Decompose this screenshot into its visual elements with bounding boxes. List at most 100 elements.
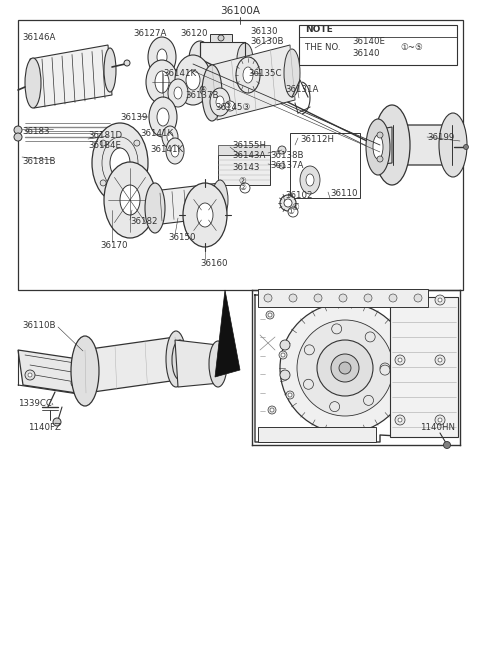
- Ellipse shape: [197, 203, 213, 227]
- Ellipse shape: [110, 148, 130, 178]
- Circle shape: [270, 408, 274, 412]
- Text: 36150: 36150: [168, 233, 195, 242]
- Text: 36170: 36170: [100, 240, 128, 250]
- Ellipse shape: [157, 49, 167, 65]
- Circle shape: [464, 145, 468, 149]
- Polygon shape: [218, 155, 270, 185]
- Text: 36130: 36130: [250, 26, 277, 35]
- Text: 36138B: 36138B: [270, 151, 303, 160]
- Circle shape: [268, 313, 272, 317]
- Text: 36145③: 36145③: [215, 103, 250, 113]
- Text: THE NO.: THE NO.: [305, 43, 340, 52]
- Ellipse shape: [210, 88, 230, 116]
- Circle shape: [364, 294, 372, 302]
- Text: 36110: 36110: [330, 189, 358, 198]
- Polygon shape: [83, 337, 178, 393]
- Polygon shape: [30, 45, 112, 108]
- Circle shape: [266, 311, 274, 319]
- Circle shape: [280, 370, 290, 380]
- Circle shape: [218, 35, 224, 41]
- Text: 1140FZ: 1140FZ: [28, 422, 61, 432]
- Ellipse shape: [183, 183, 227, 247]
- Circle shape: [280, 303, 410, 433]
- Circle shape: [14, 126, 22, 134]
- Ellipse shape: [168, 79, 188, 107]
- Ellipse shape: [212, 180, 228, 220]
- Circle shape: [284, 199, 292, 207]
- Circle shape: [288, 393, 292, 397]
- Text: 36160: 36160: [200, 259, 228, 267]
- Ellipse shape: [284, 49, 300, 97]
- Text: 1140HN: 1140HN: [420, 424, 455, 432]
- Circle shape: [264, 294, 272, 302]
- Text: 36141K: 36141K: [150, 145, 183, 153]
- Text: 36135C: 36135C: [248, 69, 281, 79]
- Circle shape: [297, 320, 393, 416]
- Text: 36181D: 36181D: [88, 130, 122, 140]
- Text: ②: ②: [240, 183, 246, 193]
- Circle shape: [330, 402, 340, 411]
- Text: 36131A: 36131A: [285, 84, 318, 94]
- Text: ①: ①: [288, 208, 294, 217]
- Circle shape: [278, 146, 286, 154]
- Text: 36140: 36140: [352, 48, 380, 58]
- Text: 36127A: 36127A: [133, 29, 167, 37]
- Ellipse shape: [157, 108, 169, 126]
- Text: 36137B: 36137B: [185, 92, 218, 100]
- Text: 36143: 36143: [232, 162, 260, 172]
- Text: 36146A: 36146A: [22, 33, 55, 41]
- Polygon shape: [218, 145, 270, 155]
- Circle shape: [100, 180, 106, 186]
- Bar: [200, 42, 245, 75]
- Circle shape: [71, 379, 79, 387]
- Text: ①~⑤: ①~⑤: [400, 43, 423, 52]
- Circle shape: [288, 207, 298, 217]
- Bar: [258, 289, 428, 307]
- Text: 36155H: 36155H: [232, 141, 266, 149]
- Circle shape: [395, 295, 405, 305]
- Ellipse shape: [175, 55, 211, 105]
- Circle shape: [317, 340, 373, 396]
- Ellipse shape: [120, 185, 140, 215]
- Polygon shape: [215, 290, 240, 377]
- Ellipse shape: [236, 57, 260, 93]
- Polygon shape: [375, 127, 392, 165]
- Text: 36181B: 36181B: [22, 157, 56, 166]
- Circle shape: [398, 298, 402, 302]
- Circle shape: [200, 85, 210, 95]
- Ellipse shape: [243, 67, 253, 83]
- Circle shape: [289, 294, 297, 302]
- Circle shape: [380, 365, 390, 375]
- Circle shape: [438, 418, 442, 422]
- Ellipse shape: [149, 97, 177, 137]
- Circle shape: [108, 133, 116, 141]
- Circle shape: [398, 418, 402, 422]
- Circle shape: [435, 355, 445, 365]
- Ellipse shape: [186, 70, 200, 90]
- Circle shape: [268, 406, 276, 414]
- Circle shape: [414, 294, 422, 302]
- Circle shape: [304, 345, 314, 355]
- Circle shape: [365, 332, 375, 342]
- Circle shape: [28, 373, 32, 377]
- Text: ①: ①: [291, 204, 299, 212]
- Bar: [390, 297, 458, 437]
- Polygon shape: [390, 125, 455, 165]
- Polygon shape: [212, 45, 295, 120]
- Circle shape: [286, 391, 294, 399]
- Ellipse shape: [104, 162, 156, 238]
- Circle shape: [279, 163, 285, 169]
- Ellipse shape: [148, 37, 176, 77]
- Circle shape: [53, 418, 61, 426]
- Text: 36139: 36139: [120, 113, 147, 122]
- Ellipse shape: [202, 65, 222, 121]
- Text: 36182: 36182: [130, 217, 157, 225]
- Polygon shape: [18, 350, 90, 395]
- Ellipse shape: [145, 183, 165, 233]
- Ellipse shape: [166, 138, 184, 164]
- Circle shape: [389, 294, 397, 302]
- Ellipse shape: [172, 340, 188, 380]
- Ellipse shape: [189, 41, 211, 77]
- Circle shape: [438, 298, 442, 302]
- Circle shape: [14, 133, 22, 141]
